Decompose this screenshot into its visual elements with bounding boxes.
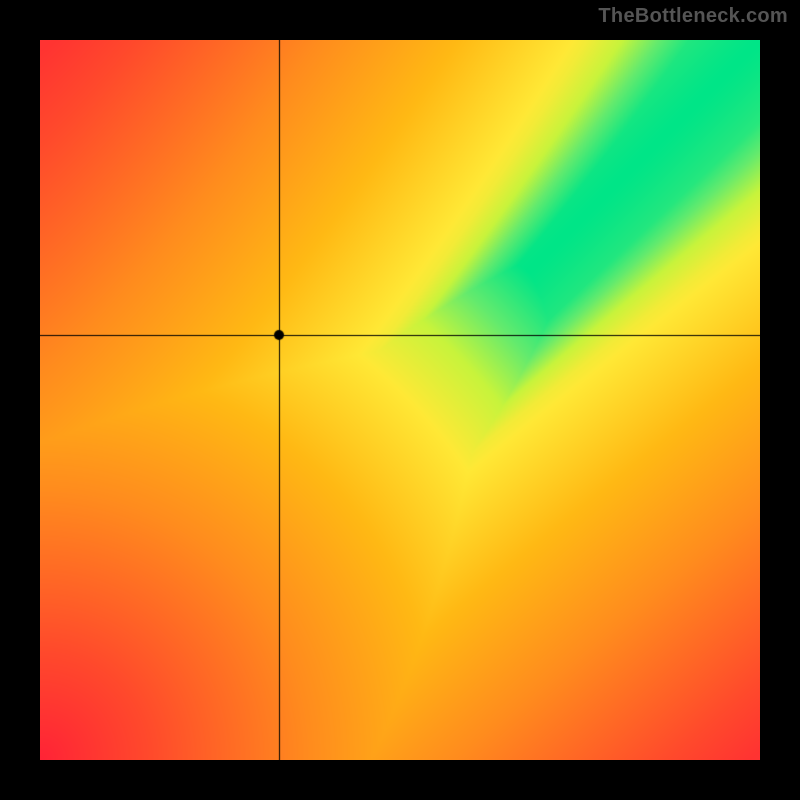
heatmap-canvas xyxy=(40,40,760,760)
heatmap-plot xyxy=(40,40,760,760)
watermark-text: TheBottleneck.com xyxy=(598,5,788,28)
chart-container: TheBottleneck.com xyxy=(0,0,800,800)
